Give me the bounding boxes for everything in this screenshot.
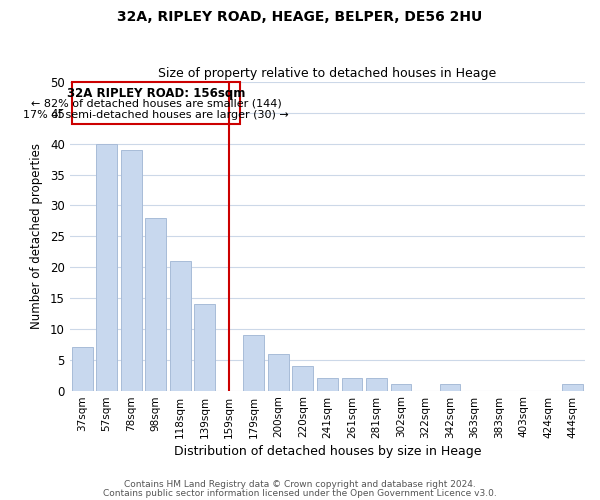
Bar xyxy=(440,384,460,390)
Bar xyxy=(244,335,264,390)
Bar xyxy=(341,378,362,390)
Bar xyxy=(366,378,387,390)
Bar xyxy=(96,144,117,390)
Title: Size of property relative to detached houses in Heage: Size of property relative to detached ho… xyxy=(158,66,497,80)
Bar xyxy=(121,150,142,390)
Text: ← 82% of detached houses are smaller (144): ← 82% of detached houses are smaller (14… xyxy=(31,98,281,108)
Text: Contains HM Land Registry data © Crown copyright and database right 2024.: Contains HM Land Registry data © Crown c… xyxy=(124,480,476,489)
Bar xyxy=(391,384,412,390)
Bar xyxy=(562,384,583,390)
Y-axis label: Number of detached properties: Number of detached properties xyxy=(30,144,43,330)
Bar xyxy=(170,261,191,390)
Text: 32A RIPLEY ROAD: 156sqm: 32A RIPLEY ROAD: 156sqm xyxy=(67,86,245,100)
Text: 17% of semi-detached houses are larger (30) →: 17% of semi-detached houses are larger (… xyxy=(23,110,289,120)
Bar xyxy=(317,378,338,390)
Bar xyxy=(71,348,92,391)
X-axis label: Distribution of detached houses by size in Heage: Distribution of detached houses by size … xyxy=(173,444,481,458)
Bar xyxy=(268,354,289,391)
Text: 32A, RIPLEY ROAD, HEAGE, BELPER, DE56 2HU: 32A, RIPLEY ROAD, HEAGE, BELPER, DE56 2H… xyxy=(118,10,482,24)
Bar xyxy=(145,218,166,390)
FancyBboxPatch shape xyxy=(72,82,241,124)
Bar xyxy=(292,366,313,390)
Text: Contains public sector information licensed under the Open Government Licence v3: Contains public sector information licen… xyxy=(103,489,497,498)
Bar xyxy=(194,304,215,390)
